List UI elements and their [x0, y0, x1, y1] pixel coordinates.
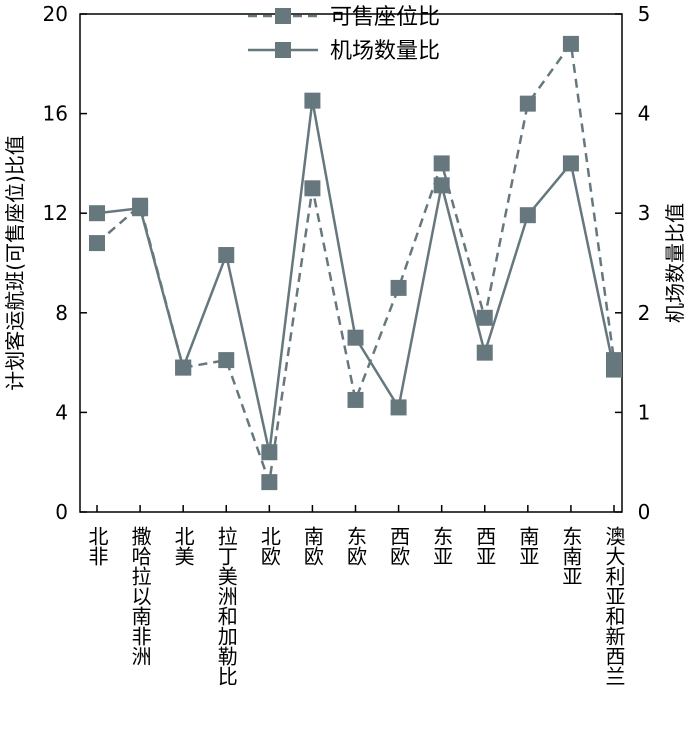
y2-tick-label: 5 [638, 2, 651, 26]
point-marker [562, 155, 579, 172]
y2-tick-label: 2 [638, 301, 651, 325]
y-axis-title: 计划客运航班(可售座位)比值 [3, 135, 27, 391]
y2-tick-label: 3 [638, 201, 651, 225]
point-marker [89, 235, 105, 252]
point-marker [347, 391, 364, 408]
x-tick-label: 西欧 [387, 526, 411, 566]
y-tick-label: 16 [43, 102, 68, 126]
x-tick-label: 拉丁美洲和加勒比 [214, 526, 238, 686]
y2-tick-label: 0 [638, 500, 651, 524]
x-tick-label: 北美 [171, 526, 195, 566]
series-line [96, 40, 616, 483]
point-marker [476, 309, 493, 326]
y-tick-label: 0 [55, 500, 68, 524]
point-marker [304, 180, 321, 197]
legend-marker [275, 8, 291, 24]
y2-tick-label: 1 [638, 400, 651, 424]
x-tick-label: 东欧 [344, 526, 368, 566]
x-tick-label: 南亚 [516, 526, 540, 566]
point-marker [89, 205, 105, 222]
point-marker [218, 247, 235, 264]
point-marker [519, 207, 536, 224]
legend-label: 可售座位比 [330, 5, 440, 30]
legend-label: 机场数量比 [330, 39, 440, 64]
point-marker [390, 399, 407, 416]
point-marker [132, 200, 149, 217]
plot-frame [79, 13, 623, 513]
legend-marker [275, 42, 291, 58]
x-tick-label: 南欧 [300, 526, 324, 566]
point-marker [304, 92, 321, 109]
x-tick-label: 澳大利亚和新西兰 [602, 526, 626, 686]
x-tick-label: 东南亚 [559, 526, 583, 586]
y2-tick-label: 4 [638, 102, 651, 126]
x-tick-label: 北欧 [257, 526, 281, 566]
y-tick-label: 12 [43, 201, 68, 225]
point-marker [562, 35, 579, 52]
y-tick-label: 20 [43, 2, 68, 26]
x-tick-label: 撒哈拉以南非洲 [128, 526, 152, 666]
point-marker [261, 474, 278, 491]
x-tick-label: 北非 [85, 526, 109, 566]
point-marker [476, 344, 493, 361]
point-marker [218, 352, 235, 369]
point-marker [175, 359, 192, 376]
point-marker [433, 177, 450, 194]
y2-axis-title: 机场数量比值 [663, 203, 687, 323]
point-marker [606, 361, 622, 378]
x-tick-label: 西亚 [473, 526, 497, 566]
point-marker [433, 155, 450, 172]
point-marker [261, 444, 278, 461]
point-marker [347, 329, 364, 346]
y-tick-label: 4 [55, 400, 68, 424]
point-marker [519, 95, 536, 112]
y-tick-label: 8 [55, 301, 68, 325]
point-marker [390, 279, 407, 296]
x-tick-label: 东亚 [430, 526, 454, 566]
